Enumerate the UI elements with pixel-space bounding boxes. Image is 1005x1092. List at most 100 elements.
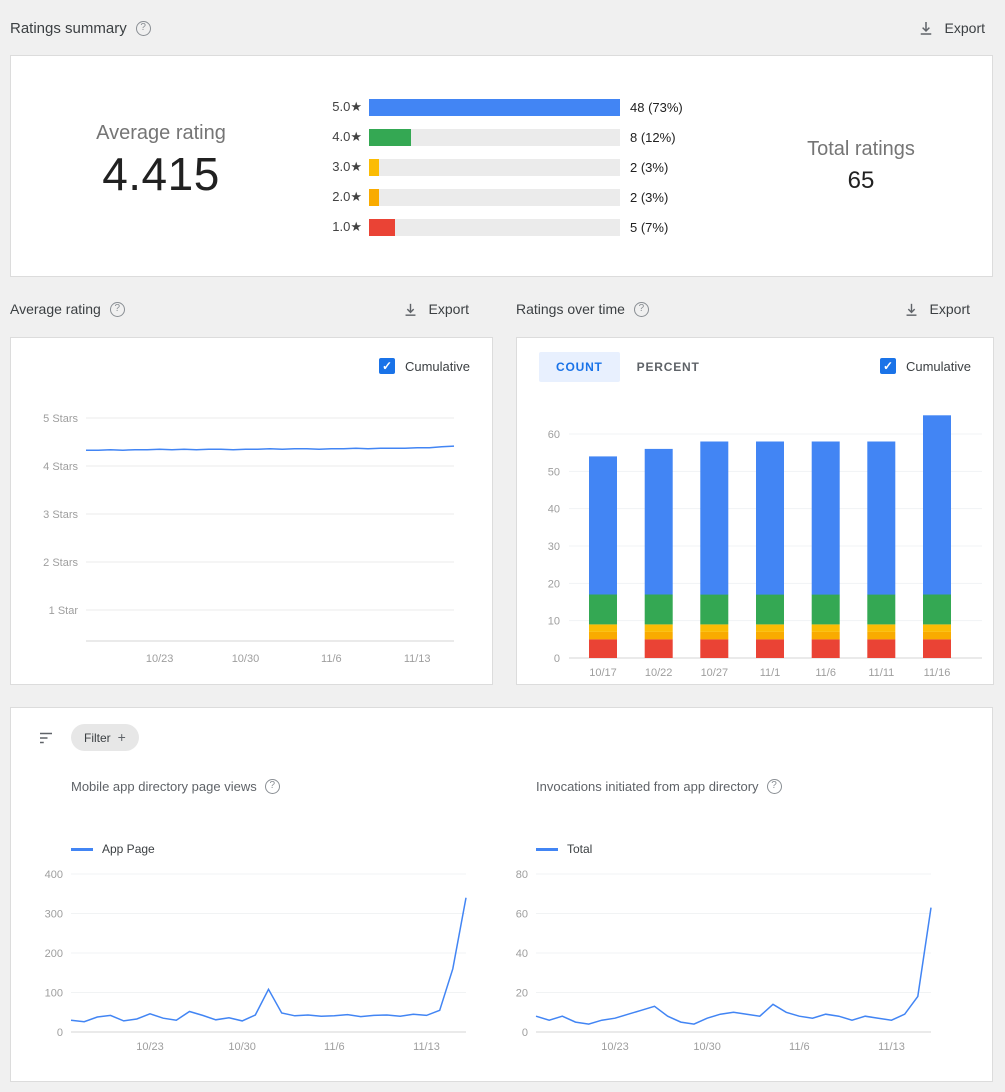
svg-text:20: 20 bbox=[548, 578, 560, 590]
rating-count-label: 5 (7%) bbox=[630, 219, 669, 235]
svg-text:11/13: 11/13 bbox=[413, 1041, 440, 1053]
export-average-rating-button[interactable]: Export bbox=[402, 301, 469, 318]
svg-text:4 Stars: 4 Stars bbox=[43, 461, 78, 473]
svg-text:30: 30 bbox=[548, 541, 560, 553]
rating-bar-fill bbox=[369, 188, 380, 206]
download-icon bbox=[402, 301, 419, 318]
rating-bar-fill bbox=[369, 98, 620, 116]
svg-text:11/13: 11/13 bbox=[404, 653, 431, 665]
svg-text:0: 0 bbox=[554, 653, 560, 665]
download-icon bbox=[917, 19, 935, 37]
rating-count-label: 8 (12%) bbox=[630, 129, 676, 145]
star-level-label: 4.0★ bbox=[332, 129, 362, 144]
svg-text:11/6: 11/6 bbox=[789, 1041, 810, 1053]
ratings-over-time-tabs: COUNT PERCENT bbox=[539, 352, 717, 382]
rating-bar-fill bbox=[369, 158, 380, 176]
plus-icon bbox=[118, 730, 126, 745]
rating-bar-track bbox=[369, 128, 620, 146]
svg-text:10: 10 bbox=[548, 616, 560, 628]
star-level-label: 2.0★ bbox=[332, 189, 362, 204]
svg-text:40: 40 bbox=[516, 948, 528, 960]
average-rating-header-left: Average rating bbox=[10, 301, 125, 317]
download-icon bbox=[903, 301, 920, 318]
pageviews-legend-label: App Page bbox=[102, 842, 155, 856]
cumulative-label: Cumulative bbox=[905, 358, 971, 374]
average-rating-line-chart: 5 Stars 4 Stars 3 Stars 2 Stars 1 Star 10/23 1… bbox=[43, 413, 455, 665]
invocations-legend: Total bbox=[536, 842, 946, 856]
tab-percent[interactable]: PERCENT bbox=[620, 352, 717, 382]
help-icon[interactable] bbox=[766, 778, 782, 794]
cumulative-checkbox[interactable] bbox=[879, 358, 896, 374]
total-ratings-value: 65 bbox=[847, 167, 875, 194]
export-ratings-over-time-button[interactable]: Export bbox=[903, 301, 970, 318]
total-ratings-label: Total ratings bbox=[807, 138, 915, 160]
invocations-legend-label: Total bbox=[567, 842, 593, 856]
rating-bar-track bbox=[369, 188, 620, 206]
cumulative-label: Cumulative bbox=[404, 358, 470, 374]
svg-text:11/6: 11/6 bbox=[324, 1041, 345, 1053]
svg-text:11/11: 11/11 bbox=[868, 667, 894, 679]
average-rating-header: Average rating Export bbox=[10, 291, 493, 327]
export-label: Export bbox=[929, 301, 970, 317]
svg-text:10/27: 10/27 bbox=[701, 667, 729, 679]
rating-count-label: 48 (73%) bbox=[630, 99, 683, 115]
svg-text:50: 50 bbox=[548, 466, 560, 478]
svg-text:200: 200 bbox=[45, 948, 63, 960]
pageviews-legend: App Page bbox=[71, 842, 481, 856]
filter-chip-label: Filter bbox=[84, 730, 111, 745]
export-label: Export bbox=[428, 301, 469, 317]
invocations-title: Invocations initiated from app directory bbox=[536, 778, 759, 794]
rating-distribution-row: 3.0★ 2 (3%) bbox=[311, 152, 683, 182]
star-level-label: 5.0★ bbox=[332, 99, 362, 114]
cumulative-toggle[interactable]: Cumulative bbox=[378, 358, 470, 374]
invocations-line-chart: 0 20 40 60 80 10/23 10/30 11/6 11/13 bbox=[516, 869, 932, 1053]
average-rating-chart-card: 5 Stars 4 Stars 3 Stars 2 Stars 1 Star 10/23 1… bbox=[10, 337, 493, 685]
svg-text:400: 400 bbox=[45, 869, 63, 881]
svg-text:60: 60 bbox=[516, 909, 528, 921]
svg-text:0: 0 bbox=[57, 1027, 63, 1039]
svg-text:10/23: 10/23 bbox=[601, 1041, 629, 1053]
svg-text:11/6: 11/6 bbox=[815, 667, 836, 679]
help-icon[interactable] bbox=[264, 778, 280, 794]
svg-text:11/13: 11/13 bbox=[878, 1041, 905, 1053]
average-rating-label: Average rating bbox=[96, 122, 226, 144]
ratings-summary-header-left: Ratings summary bbox=[10, 20, 151, 37]
rating-distribution: 5.0★ 48 (73%) 4.0★ 8 (12%) 3.0★ 2 (3%) 2.0★ 2 (… bbox=[311, 92, 683, 242]
svg-text:1 Star: 1 Star bbox=[49, 605, 79, 617]
svg-text:10/30: 10/30 bbox=[228, 1041, 256, 1053]
average-rating-chart-title: Average rating bbox=[10, 301, 101, 317]
invocations-panel: Invocations initiated from app directory… bbox=[501, 778, 946, 1057]
svg-text:100: 100 bbox=[45, 988, 63, 1000]
star-level-label: 3.0★ bbox=[332, 159, 362, 174]
average-rating-value: 4.415 bbox=[102, 148, 220, 200]
star-level-label: 1.0★ bbox=[332, 219, 362, 234]
svg-text:10/17: 10/17 bbox=[589, 667, 617, 679]
export-ratings-summary-button[interactable]: Export bbox=[917, 19, 985, 37]
help-icon[interactable] bbox=[109, 301, 125, 317]
rating-distribution-row: 5.0★ 48 (73%) bbox=[311, 92, 683, 122]
ratings-over-time-header-left: Ratings over time bbox=[516, 301, 649, 317]
tab-count[interactable]: COUNT bbox=[539, 352, 620, 382]
filter-list-icon[interactable] bbox=[37, 729, 55, 747]
rating-bar-track bbox=[369, 158, 620, 176]
rating-count-label: 2 (3%) bbox=[630, 159, 669, 175]
directory-metrics-card: Filter Mobile app directory page views A… bbox=[10, 707, 993, 1082]
ratings-summary-card: Average rating 4.415 5.0★ 48 (73%) 4.0★ 8 (… bbox=[10, 55, 993, 277]
help-icon[interactable] bbox=[135, 20, 151, 36]
rating-distribution-row: 1.0★ 5 (7%) bbox=[311, 212, 683, 242]
help-icon[interactable] bbox=[633, 301, 649, 317]
ratings-summary-title: Ratings summary bbox=[10, 19, 127, 37]
svg-text:40: 40 bbox=[548, 504, 560, 516]
svg-text:300: 300 bbox=[45, 909, 63, 921]
cumulative-checkbox[interactable] bbox=[378, 358, 395, 374]
rating-bar-track bbox=[369, 98, 620, 116]
svg-text:11/6: 11/6 bbox=[321, 653, 342, 665]
ratings-summary-header: Ratings summary Export bbox=[10, 8, 993, 48]
ratings-over-time-bar-chart: 0 10 20 30 40 50 60 10/17 10/22 10/27 11/1 11/6 11/1… bbox=[548, 415, 982, 679]
svg-text:3 Stars: 3 Stars bbox=[43, 509, 78, 521]
cumulative-toggle[interactable]: Cumulative bbox=[879, 358, 971, 374]
filter-chip[interactable]: Filter bbox=[71, 724, 139, 751]
svg-text:20: 20 bbox=[516, 988, 528, 1000]
pageviews-line-chart: 0 100 200 300 400 10/23 10/30 11/6 11/13 bbox=[45, 869, 467, 1053]
svg-text:11/1: 11/1 bbox=[760, 667, 781, 679]
